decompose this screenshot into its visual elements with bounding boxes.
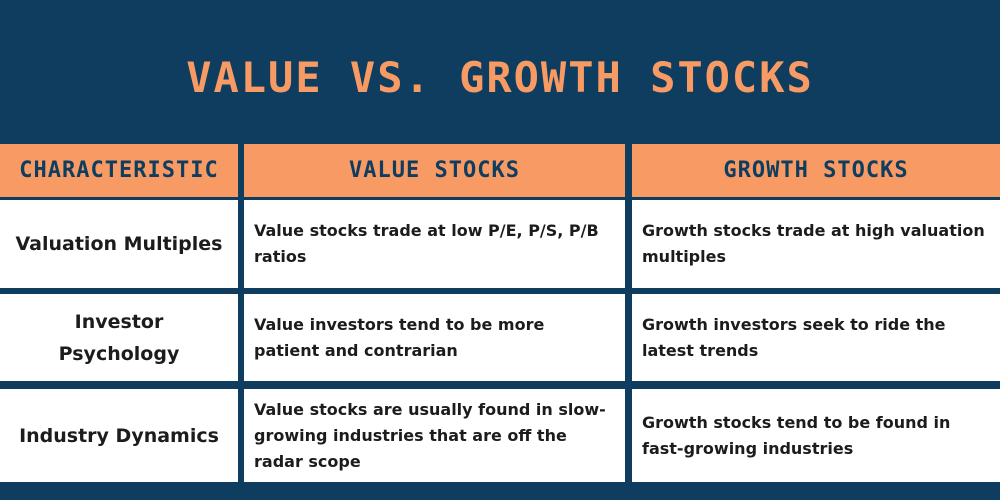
row-2-characteristic: Investor Psychology: [0, 294, 238, 381]
row-3-growth-cell: Growth stocks tend to be found in fast-g…: [632, 389, 1000, 482]
page-title: VALUE VS. GROWTH STOCKS: [186, 53, 814, 102]
row-2-value-cell: Value investors tend to be more patient …: [244, 294, 625, 381]
row-1-value-cell: Value stocks trade at low P/E, P/S, P/B …: [244, 200, 625, 288]
row-1-growth-cell: Growth stocks trade at high valuation mu…: [632, 200, 1000, 288]
header-characteristic: CHARACTERISTIC: [0, 144, 238, 197]
header-growth-stocks: GROWTH STOCKS: [632, 144, 1000, 197]
row-2-growth-cell: Growth investors seek to ride the latest…: [632, 294, 1000, 381]
header-value-stocks: VALUE STOCKS: [244, 144, 625, 197]
row-1-characteristic: Valuation Multiples: [0, 200, 238, 288]
row-3-value-cell: Value stocks are usually found in slow-g…: [244, 389, 625, 482]
row-3-characteristic: Industry Dynamics: [0, 389, 238, 482]
